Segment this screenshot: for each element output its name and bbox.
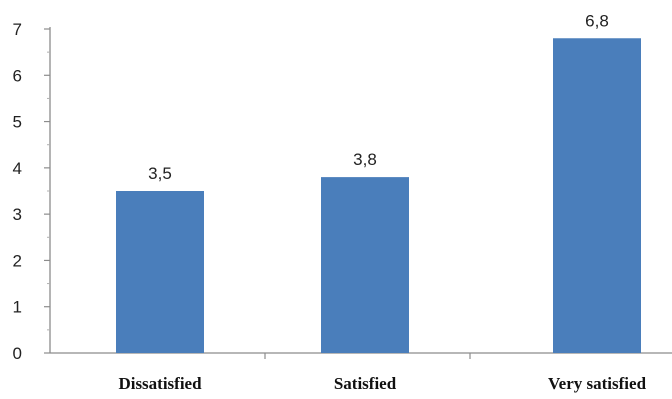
- x-axis: Dissatisfied Satisfied Very satisfied: [50, 352, 672, 393]
- data-label: 6,8: [585, 11, 609, 30]
- data-label: 3,5: [148, 164, 172, 183]
- y-tick-label: 4: [13, 159, 22, 178]
- y-tick-label: 0: [13, 344, 22, 363]
- y-tick-label: 3: [13, 205, 22, 224]
- category-label: Dissatisfied: [118, 374, 202, 393]
- y-tick-label: 2: [13, 251, 22, 270]
- data-labels: 3,5 3,8 6,8: [148, 11, 609, 183]
- data-label: 3,8: [353, 150, 377, 169]
- category-label: Satisfied: [334, 374, 397, 393]
- y-tick-label: 1: [13, 298, 22, 317]
- bar: [553, 38, 641, 353]
- bar: [321, 177, 409, 353]
- bars: [116, 38, 641, 353]
- bar: [116, 191, 204, 353]
- y-axis: 0 1 2 3 4 5 6 7: [13, 20, 51, 363]
- y-tick-label: 7: [13, 20, 22, 39]
- category-label: Very satisfied: [548, 374, 647, 393]
- y-tick-label: 5: [13, 113, 22, 132]
- y-tick-label: 6: [13, 66, 22, 85]
